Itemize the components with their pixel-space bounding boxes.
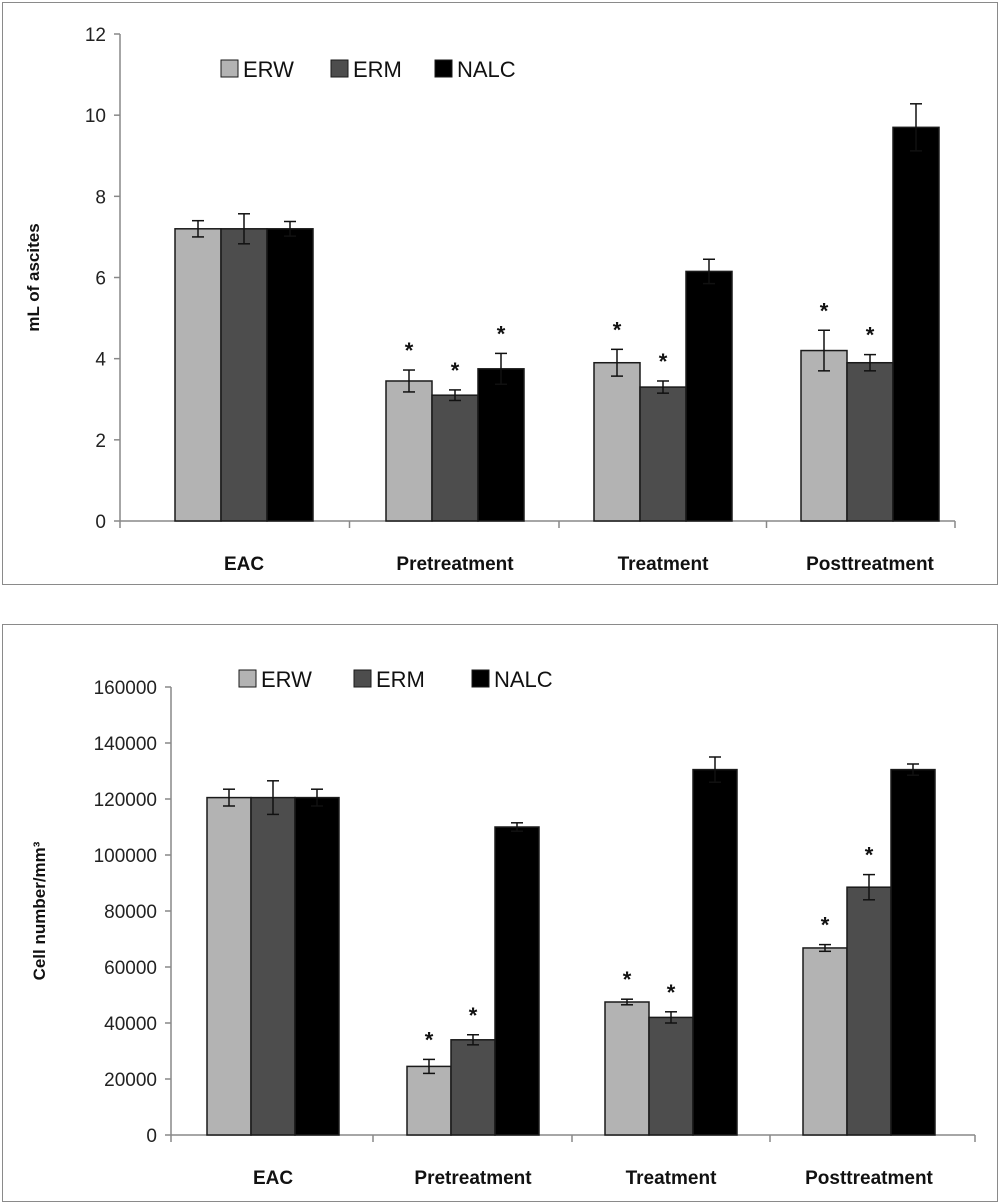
x-category-label: Posttreatment	[805, 1168, 933, 1189]
x-category-label: Pretreatment	[414, 1168, 532, 1189]
bar-nalc-pretreatment	[477, 368, 525, 522]
significance-star: *	[469, 1003, 478, 1028]
bar-erm-posttreatment	[846, 886, 892, 1136]
bar-erm-treatment	[639, 386, 687, 522]
bar-erm-treatment	[648, 1016, 694, 1136]
y-tick-label: 40000	[104, 1014, 157, 1035]
y-tick-label: 12	[85, 25, 106, 46]
bar-nalc-eac	[294, 796, 340, 1136]
legend-label-nalc: NALC	[457, 57, 516, 82]
legend-swatch-erw	[220, 59, 239, 78]
legend-swatch-nalc	[471, 669, 490, 688]
significance-star: *	[820, 298, 829, 323]
y-axis-title: mL of ascites	[24, 223, 43, 331]
bar-nalc-posttreatment	[892, 126, 940, 522]
bar-erw-treatment	[604, 1001, 650, 1136]
x-category-label: Pretreatment	[396, 554, 514, 575]
ascites-bar-chart: 0 2 4 6 8 10 12 mL of ascites * * * * * * * EAC Pretreat…	[24, 25, 956, 575]
y-tick-label: 4	[95, 350, 106, 371]
y-tick-label: 100000	[94, 846, 157, 867]
bar-erw-eac	[174, 228, 222, 522]
y-tick-label: 20000	[104, 1070, 157, 1091]
significance-star: *	[497, 321, 506, 346]
y-tick-label: 120000	[94, 790, 157, 811]
bar-nalc-pretreatment	[494, 826, 540, 1136]
legend-label-erm: ERM	[353, 57, 402, 82]
bar-erw-pretreatment	[406, 1065, 452, 1136]
y-tick-label: 8	[95, 187, 106, 208]
bar-nalc-treatment	[692, 768, 738, 1136]
bar-nalc-posttreatment	[890, 768, 936, 1136]
y-tick-label: 6	[95, 269, 106, 290]
bar-erm-posttreatment	[846, 361, 894, 522]
legend-swatch-erw	[238, 669, 257, 688]
x-category-label: Treatment	[618, 554, 709, 575]
bar-nalc-eac	[266, 228, 314, 522]
legend-label-erw: ERW	[261, 667, 312, 692]
y-axis-title: Cell number/mm³	[30, 841, 49, 980]
significance-star: *	[659, 349, 668, 374]
significance-star: *	[866, 323, 875, 348]
y-tick-label: 60000	[104, 958, 157, 979]
bar-erw-posttreatment	[802, 947, 848, 1136]
chart-panel-ascites: 0 2 4 6 8 10 12 mL of ascites * * * * * * * EAC Pretreat…	[2, 2, 998, 585]
chart-panel-cell-number: 0 20000 40000 60000 80000 100000 120000 140000 1…	[2, 624, 998, 1202]
significance-star: *	[451, 358, 460, 383]
y-tick-label: 2	[95, 431, 106, 452]
bar-erm-eac	[220, 228, 268, 522]
significance-star: *	[667, 980, 676, 1005]
bar-erw-pretreatment	[385, 380, 433, 522]
significance-star: *	[613, 317, 622, 342]
bar-nalc-treatment	[685, 270, 733, 522]
significance-star: *	[405, 338, 414, 363]
bar-erw-posttreatment	[800, 349, 848, 522]
y-tick-label: 0	[146, 1126, 157, 1147]
significance-star: *	[425, 1027, 434, 1052]
legend-swatch-erm	[330, 59, 349, 78]
legend-label-erw: ERW	[243, 57, 294, 82]
y-tick-label: 0	[95, 512, 106, 533]
x-category-label: EAC	[224, 554, 264, 575]
bar-erw-treatment	[593, 361, 641, 522]
legend-label-erm: ERM	[376, 667, 425, 692]
cell-number-bar-chart: 0 20000 40000 60000 80000 100000 120000 140000 1…	[30, 667, 976, 1189]
y-tick-label: 80000	[104, 902, 157, 923]
legend-label-nalc: NALC	[494, 667, 553, 692]
x-category-label: EAC	[253, 1168, 293, 1189]
y-tick-label: 160000	[94, 678, 157, 699]
x-category-label: Treatment	[626, 1168, 717, 1189]
y-tick-label: 140000	[94, 734, 157, 755]
legend-swatch-erm	[353, 669, 372, 688]
bar-erm-pretreatment	[450, 1039, 496, 1136]
significance-star: *	[623, 967, 632, 992]
significance-star: *	[865, 843, 874, 868]
bar-erm-eac	[250, 796, 296, 1136]
bar-erw-eac	[206, 796, 252, 1136]
legend-swatch-nalc	[434, 59, 453, 78]
significance-star: *	[821, 913, 830, 938]
y-tick-label: 10	[85, 106, 106, 127]
bar-erm-pretreatment	[431, 394, 479, 522]
x-category-label: Posttreatment	[806, 554, 934, 575]
